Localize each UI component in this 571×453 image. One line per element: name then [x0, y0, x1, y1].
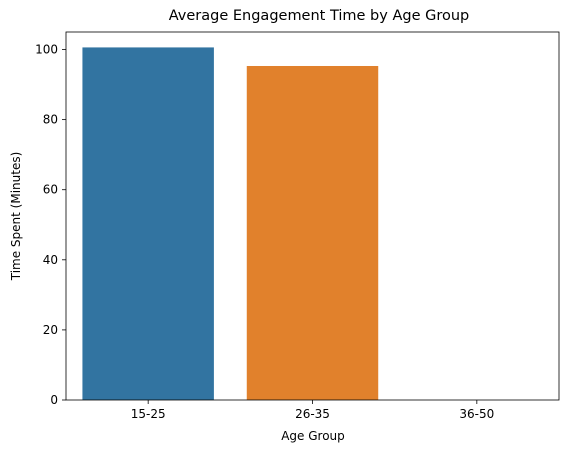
x-tick-label: 15-25: [131, 407, 166, 421]
bar-26-35: [246, 65, 379, 401]
chart-title: Average Engagement Time by Age Group: [169, 8, 470, 24]
y-axis-label: Time Spent (Minutes): [9, 152, 23, 282]
y-tick-label: 0: [50, 393, 58, 407]
y-tick-label: 100: [35, 43, 58, 57]
bar-15-25: [82, 47, 214, 400]
plot-frame: [65, 31, 560, 401]
bars-group: [82, 47, 379, 401]
x-tick-label: 26-35: [295, 407, 330, 421]
x-axis-ticks: 15-25 26-35 36-50: [131, 400, 494, 421]
y-tick-label: 40: [43, 253, 58, 267]
x-axis-label: Age Group: [281, 429, 345, 443]
y-tick-label: 20: [43, 323, 58, 337]
y-tick-label: 80: [43, 113, 58, 127]
y-axis-ticks: 0 20 40 60 80 100: [35, 43, 66, 407]
y-tick-label: 60: [43, 183, 58, 197]
x-tick-label: 36-50: [459, 407, 494, 421]
